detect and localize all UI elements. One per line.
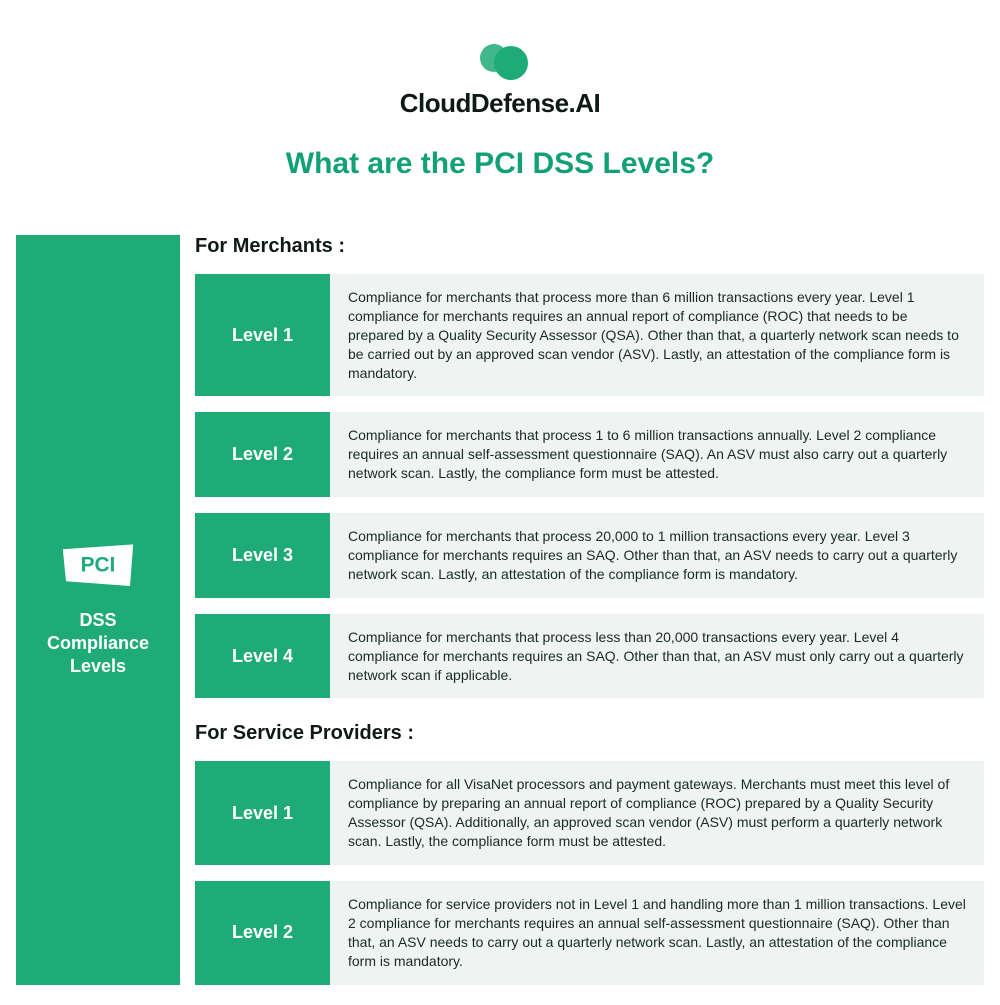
- level-description: Compliance for merchants that process 1 …: [330, 412, 984, 497]
- sidebar-title: DSS Compliance Levels: [28, 609, 168, 679]
- table-row: Level 1 Compliance for merchants that pr…: [195, 274, 984, 396]
- section-heading-service-providers: For Service Providers :: [195, 722, 984, 745]
- brand-name: CloudDefense.AI: [400, 88, 601, 119]
- level-label: Level 1: [195, 761, 330, 865]
- sidebar: PCI DSS Compliance Levels: [16, 235, 180, 985]
- content: PCI DSS Compliance Levels For Merchants …: [16, 235, 984, 985]
- level-description: Compliance for all VisaNet processors an…: [330, 761, 984, 865]
- level-label: Level 2: [195, 881, 330, 985]
- table-row: Level 4 Compliance for merchants that pr…: [195, 614, 984, 699]
- level-description: Compliance for merchants that process le…: [330, 614, 984, 699]
- level-description: Compliance for merchants that process 20…: [330, 513, 984, 598]
- brand-logo-icon: [470, 40, 530, 80]
- header: CloudDefense.AI: [16, 40, 984, 119]
- table-row: Level 3 Compliance for merchants that pr…: [195, 513, 984, 598]
- level-label: Level 3: [195, 513, 330, 598]
- level-label: Level 1: [195, 274, 330, 396]
- table-row: Level 2 Compliance for service providers…: [195, 881, 984, 985]
- pci-badge-text: PCI: [81, 553, 116, 576]
- level-label: Level 4: [195, 614, 330, 699]
- level-label: Level 2: [195, 412, 330, 497]
- table-row: Level 1 Compliance for all VisaNet proce…: [195, 761, 984, 865]
- level-description: Compliance for merchants that process mo…: [330, 274, 984, 396]
- main: For Merchants : Level 1 Compliance for m…: [195, 235, 984, 985]
- level-description: Compliance for service providers not in …: [330, 881, 984, 985]
- section-heading-merchants: For Merchants :: [195, 235, 984, 258]
- pci-badge-icon: PCI: [58, 541, 138, 591]
- table-row: Level 2 Compliance for merchants that pr…: [195, 412, 984, 497]
- page-title: What are the PCI DSS Levels?: [16, 147, 984, 181]
